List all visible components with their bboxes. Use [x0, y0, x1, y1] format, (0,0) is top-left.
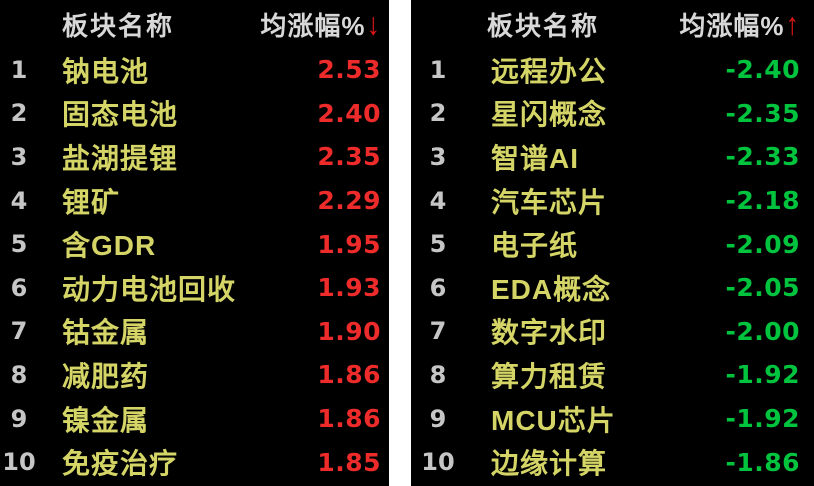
rank-number: 3 — [10, 142, 28, 171]
gainers-header-row: 板块名称 均涨幅% ↓ — [0, 0, 381, 48]
avg-change-value: -1.92 — [725, 404, 800, 434]
sector-name: 免疫治疗 — [62, 448, 179, 480]
sector-row[interactable]: 2 星闪概念 -2.35 — [419, 92, 800, 136]
avg-change-value: 1.86 — [317, 404, 381, 434]
sector-name: 数字水印 — [491, 317, 608, 349]
avg-change-value: -2.05 — [725, 273, 800, 303]
panel-divider — [389, 0, 411, 486]
rank-number: 8 — [10, 360, 28, 389]
sector-row[interactable]: 4 汽车芯片 -2.18 — [419, 179, 800, 223]
gainers-panel: 板块名称 均涨幅% ↓ 1 钠电池 2.53 2 固态电池 2.40 3 盐湖提… — [0, 0, 389, 486]
rank-number: 10 — [2, 448, 36, 477]
rank-number: 3 — [429, 142, 447, 171]
column-header-avg-change-label: 均涨幅% — [679, 10, 785, 41]
sector-name: 钴金属 — [62, 317, 150, 349]
rank-number: 10 — [421, 448, 455, 477]
rank-number: 6 — [10, 273, 28, 302]
rank-number: 2 — [429, 99, 447, 128]
rank-number: 6 — [429, 273, 447, 302]
sector-row[interactable]: 1 远程办公 -2.40 — [419, 48, 800, 92]
rank-number: 5 — [429, 230, 447, 259]
avg-change-value: -1.86 — [725, 447, 800, 477]
sector-name: 固态电池 — [62, 99, 179, 131]
sector-row[interactable]: 8 算力租赁 -1.92 — [419, 353, 800, 397]
sector-name: 汽车芯片 — [491, 186, 608, 218]
sector-row[interactable]: 3 盐湖提锂 2.35 — [0, 135, 381, 179]
column-header-sector-name: 板块名称 — [62, 10, 175, 41]
gainers-list: 1 钠电池 2.53 2 固态电池 2.40 3 盐湖提锂 2.35 4 锂矿 … — [0, 48, 381, 484]
sector-name: MCU芯片 — [491, 404, 616, 436]
losers-header-row: 板块名称 均涨幅% ↑ — [419, 0, 800, 48]
sector-name: EDA概念 — [491, 273, 612, 305]
losers-panel: 板块名称 均涨幅% ↑ 1 远程办公 -2.40 2 星闪概念 -2.35 3 … — [411, 0, 814, 486]
avg-change-value: 1.85 — [317, 447, 381, 477]
rank-number: 7 — [429, 317, 447, 346]
avg-change-value: 2.40 — [317, 98, 381, 128]
avg-change-value: -2.35 — [725, 98, 800, 128]
rank-number: 1 — [10, 55, 28, 84]
sector-row[interactable]: 5 含GDR 1.95 — [0, 222, 381, 266]
avg-change-value: -2.33 — [725, 142, 800, 172]
sector-row[interactable]: 10 边缘计算 -1.86 — [419, 440, 800, 484]
sector-name: 边缘计算 — [491, 448, 608, 480]
sector-row[interactable]: 7 钴金属 1.90 — [0, 310, 381, 354]
avg-change-value: 2.53 — [317, 55, 381, 85]
rank-number: 1 — [429, 55, 447, 84]
rank-number: 4 — [429, 186, 447, 215]
rank-number: 9 — [429, 404, 447, 433]
sector-row[interactable]: 9 MCU芯片 -1.92 — [419, 397, 800, 441]
sector-row[interactable]: 6 EDA概念 -2.05 — [419, 266, 800, 310]
avg-change-value: -1.92 — [725, 360, 800, 390]
column-header-avg-change-sort[interactable]: 均涨幅% ↓ — [260, 6, 381, 43]
sector-row[interactable]: 8 减肥药 1.86 — [0, 353, 381, 397]
sector-name: 动力电池回收 — [62, 273, 237, 305]
sort-ascending-arrow-icon: ↑ — [785, 6, 800, 41]
sector-row[interactable]: 1 钠电池 2.53 — [0, 48, 381, 92]
sector-name: 锂矿 — [62, 186, 121, 218]
rank-number: 4 — [10, 186, 28, 215]
sector-name: 远程办公 — [491, 55, 608, 87]
sector-row[interactable]: 10 免疫治疗 1.85 — [0, 440, 381, 484]
avg-change-value: 2.29 — [317, 186, 381, 216]
rank-number: 5 — [10, 230, 28, 259]
rank-number: 9 — [10, 404, 28, 433]
sector-name: 智谱AI — [491, 142, 580, 174]
avg-change-value: 1.90 — [317, 316, 381, 346]
column-header-avg-change-label: 均涨幅% — [260, 10, 366, 41]
sector-row[interactable]: 4 锂矿 2.29 — [0, 179, 381, 223]
sort-descending-arrow-icon: ↓ — [366, 6, 381, 41]
sector-name: 减肥药 — [62, 360, 150, 392]
sector-row[interactable]: 9 镍金属 1.86 — [0, 397, 381, 441]
sector-row[interactable]: 7 数字水印 -2.00 — [419, 310, 800, 354]
column-header-avg-change-sort[interactable]: 均涨幅% ↑ — [679, 6, 800, 43]
sector-row[interactable]: 2 固态电池 2.40 — [0, 92, 381, 136]
rank-number: 2 — [10, 99, 28, 128]
avg-change-value: -2.40 — [725, 55, 800, 85]
losers-list: 1 远程办公 -2.40 2 星闪概念 -2.35 3 智谱AI -2.33 4… — [419, 48, 800, 484]
avg-change-value: 1.86 — [317, 360, 381, 390]
sector-name: 算力租赁 — [491, 360, 608, 392]
column-header-sector-name: 板块名称 — [487, 10, 600, 41]
sector-name: 盐湖提锂 — [62, 142, 179, 174]
avg-change-value: -2.09 — [725, 229, 800, 259]
sector-name: 钠电池 — [62, 55, 150, 87]
avg-change-value: 2.35 — [317, 142, 381, 172]
avg-change-value: 1.93 — [317, 273, 381, 303]
rank-number: 8 — [429, 360, 447, 389]
avg-change-value: 1.95 — [317, 229, 381, 259]
avg-change-value: -2.18 — [725, 186, 800, 216]
sector-name: 电子纸 — [491, 230, 579, 262]
sector-name: 含GDR — [62, 230, 157, 262]
sector-row[interactable]: 5 电子纸 -2.09 — [419, 222, 800, 266]
sector-name: 镍金属 — [62, 404, 150, 436]
sector-row[interactable]: 3 智谱AI -2.33 — [419, 135, 800, 179]
sector-row[interactable]: 6 动力电池回收 1.93 — [0, 266, 381, 310]
sector-name: 星闪概念 — [491, 99, 608, 131]
rank-number: 7 — [10, 317, 28, 346]
avg-change-value: -2.00 — [725, 316, 800, 346]
